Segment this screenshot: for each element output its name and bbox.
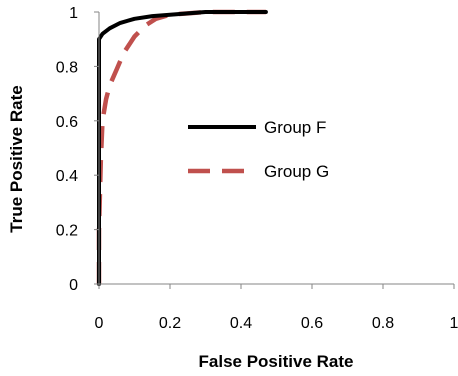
axis-titles: False Positive Rate True Positive Rate [7, 85, 353, 371]
y-tick-label: 0.2 [56, 223, 78, 240]
tick-labels: 0 0.2 0.4 0.6 0.8 1 0 0.2 0.4 0.6 0.8 1 [56, 5, 458, 332]
legend: Group F Group G [188, 118, 329, 181]
axes [94, 11, 455, 289]
series-layer [96, 9, 268, 286]
legend-label-group-f: Group F [264, 118, 326, 137]
series-line-group-g [96, 9, 266, 284]
x-tick-label: 0.8 [372, 315, 394, 332]
x-tick-label: 0.2 [159, 315, 181, 332]
y-tick-label: 0.6 [56, 114, 78, 131]
y-tick-label: 1 [69, 5, 78, 22]
x-tick-label: 0 [95, 315, 104, 332]
y-axis-title: True Positive Rate [7, 85, 26, 232]
y-tick-label: 0.4 [56, 168, 78, 185]
x-tick-label: 1 [450, 315, 458, 332]
x-tick-label: 0.4 [230, 315, 252, 332]
y-tick-label: 0 [69, 277, 78, 294]
x-axis-title: False Positive Rate [199, 352, 354, 371]
y-tick-label: 0.8 [56, 59, 78, 76]
legend-label-group-g: Group G [264, 162, 329, 181]
x-tick-label: 0.6 [301, 315, 323, 332]
series-line-group-f [97, 10, 268, 286]
